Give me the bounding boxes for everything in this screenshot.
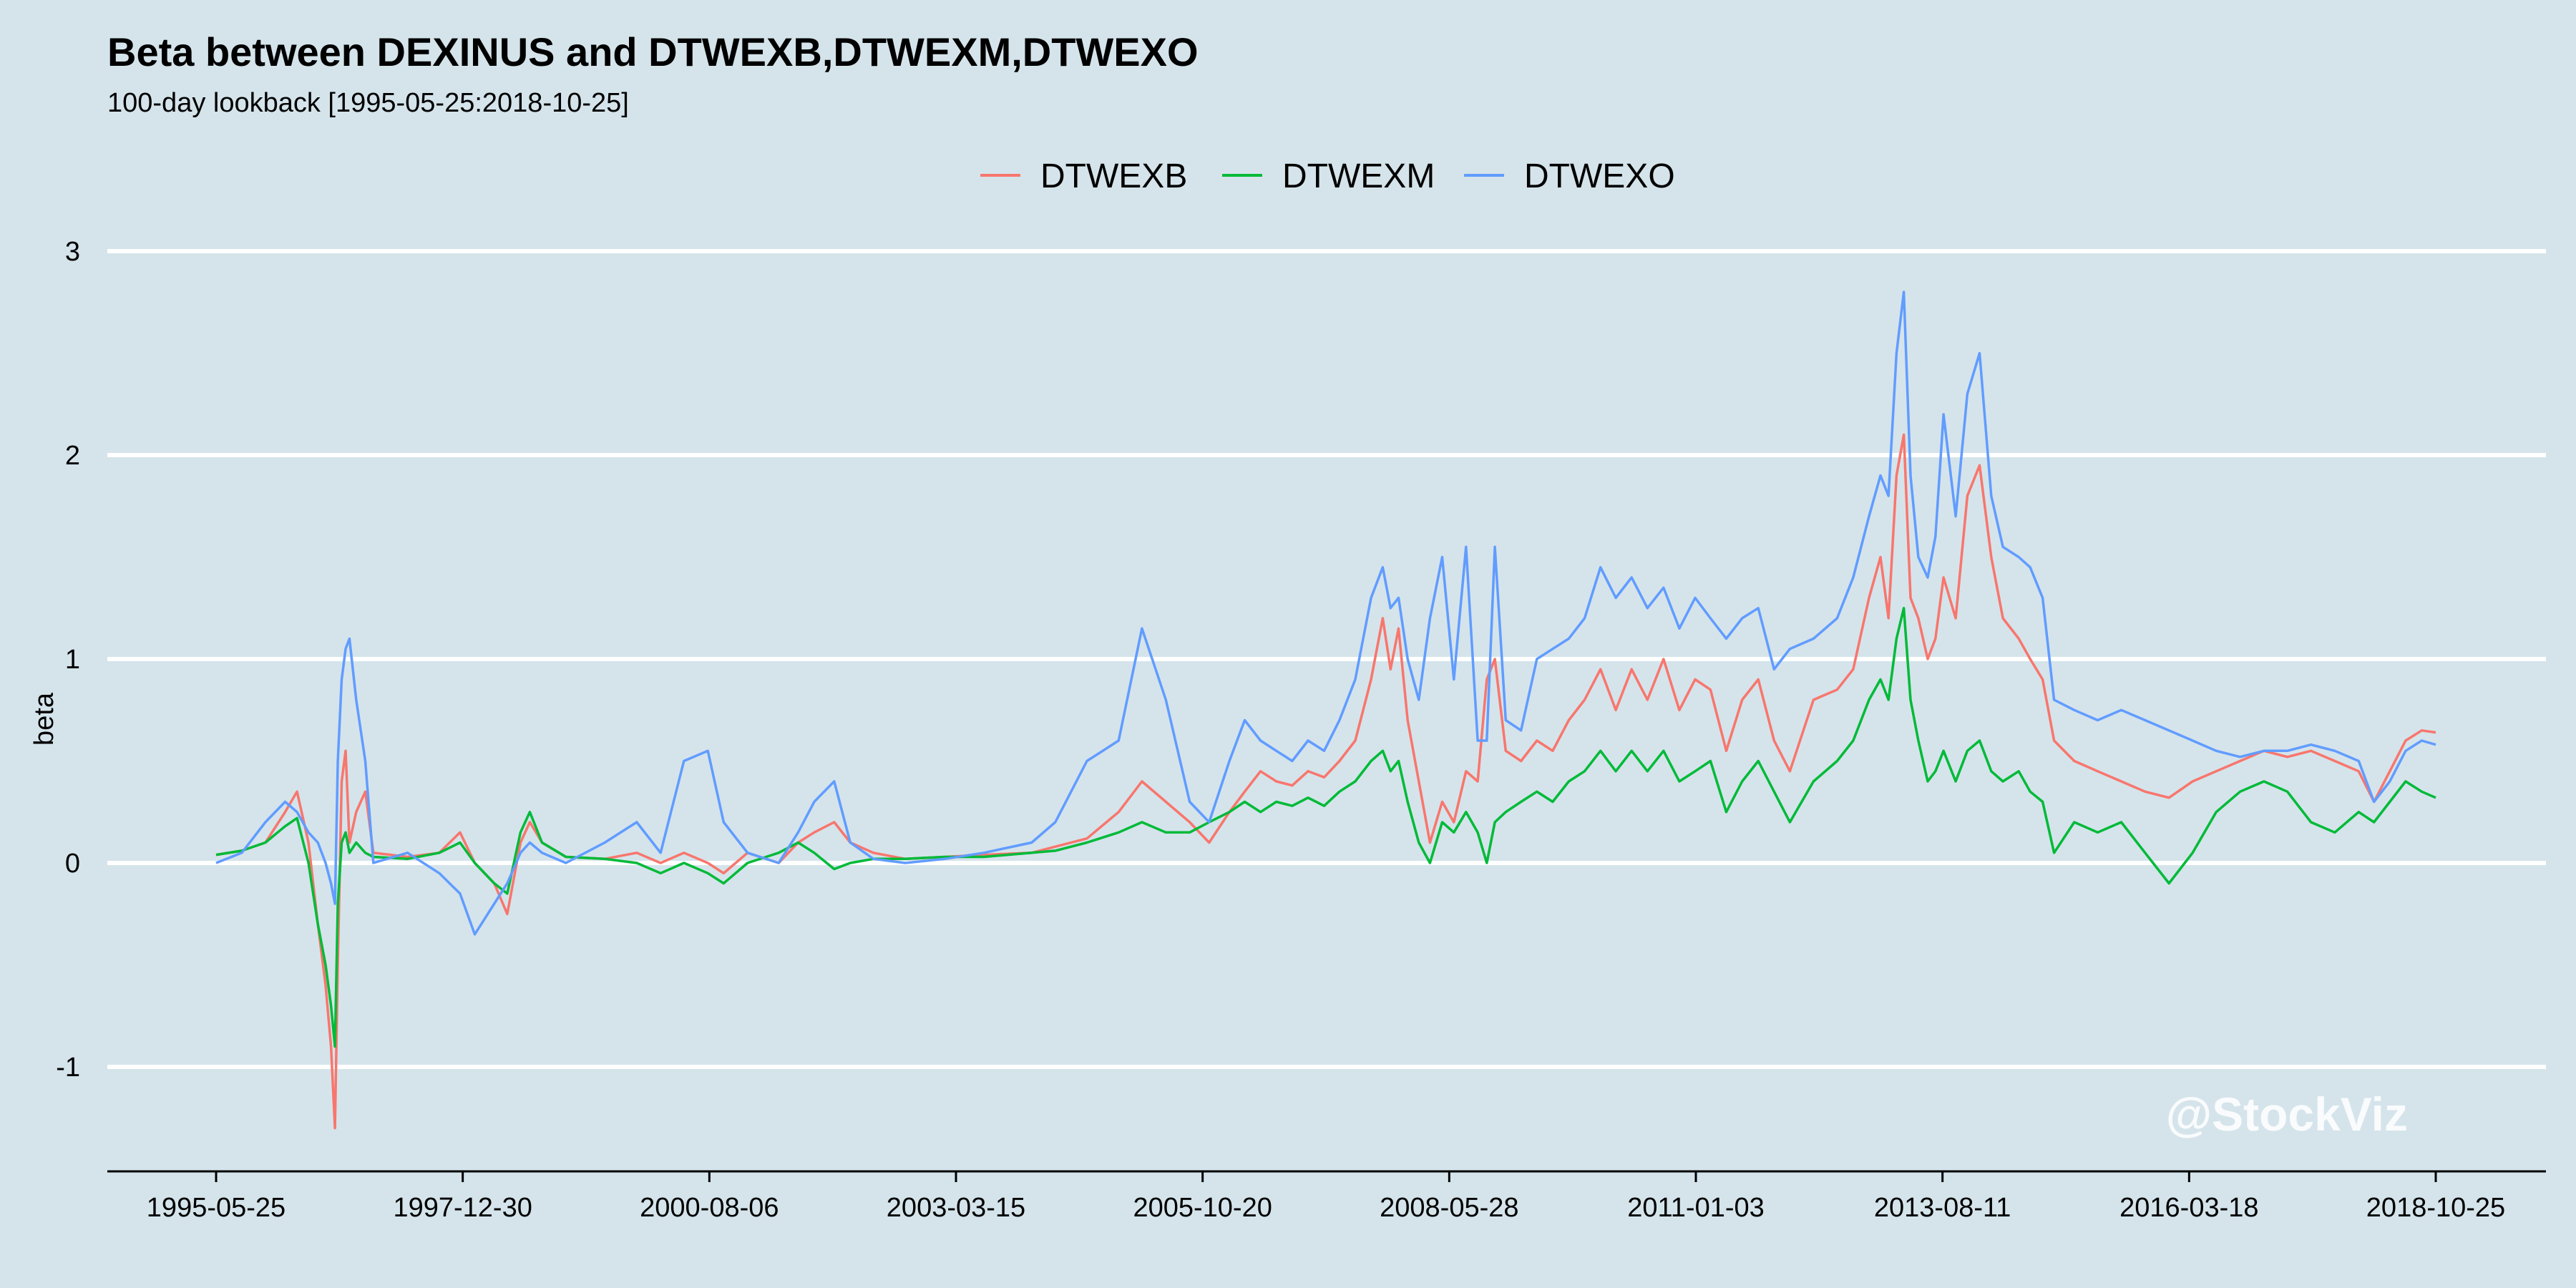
x-tick-label: 2005-10-20 (1133, 1193, 1272, 1223)
series-line-dtwexo (215, 291, 2436, 936)
y-tick-label: 2 (65, 441, 80, 471)
y-tick-label: 0 (65, 849, 80, 879)
y-tick-label: 1 (65, 645, 80, 675)
y-gridlines (107, 249, 2546, 1069)
y-tick-label: -1 (56, 1053, 80, 1083)
chart-legend: DTWEXB DTWEXM DTWEXO (980, 157, 1675, 195)
x-tick-label: 1995-05-25 (147, 1193, 286, 1223)
y-axis-title: beta (29, 692, 59, 746)
x-tick-label: 2000-08-06 (640, 1193, 779, 1223)
x-tick-label: 2018-10-25 (2366, 1193, 2505, 1223)
series-line-dtwexb (215, 433, 2436, 1130)
y-axis-tick-labels: -1 0 1 2 3 (56, 237, 80, 1083)
x-tick-label: 2016-03-18 (2119, 1193, 2258, 1223)
chart-subtitle: 100-day lookback [1995-05-25:2018-10-25] (107, 88, 629, 118)
series-lines (215, 291, 2436, 1130)
x-tick-label: 2013-08-11 (1874, 1193, 2011, 1223)
legend-label-dtwexb: DTWEXB (1040, 157, 1187, 195)
legend-label-dtwexm: DTWEXM (1282, 157, 1435, 195)
x-tick-label: 2003-03-15 (887, 1193, 1025, 1223)
watermark: @StockViz (2166, 1088, 2408, 1141)
legend-label-dtwexo: DTWEXO (1524, 157, 1675, 195)
x-tick-label: 2011-01-03 (1627, 1193, 1765, 1223)
y-tick-label: 3 (65, 237, 80, 267)
series-line-dtwexm (215, 607, 2436, 1048)
x-axis-ticks: 1995-05-25 1997-12-30 2000-08-06 2003-03-15… (147, 1171, 2505, 1223)
x-tick-label: 1997-12-30 (393, 1193, 532, 1223)
chart-title: Beta between DEXINUS and DTWEXB,DTWEXM,D… (107, 29, 1199, 74)
x-tick-label: 2008-05-28 (1380, 1193, 1518, 1223)
